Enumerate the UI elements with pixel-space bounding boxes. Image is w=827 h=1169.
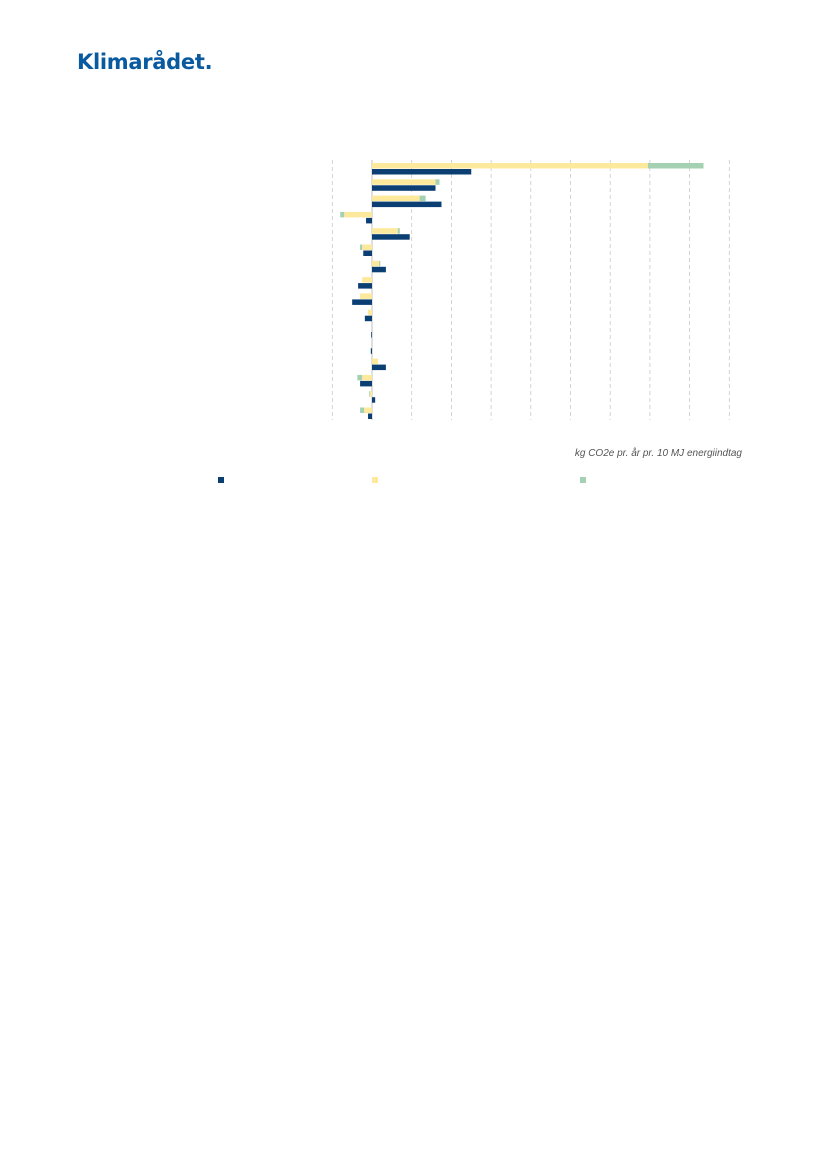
bar-yellow [362,374,372,381]
bar-yellow [360,293,372,299]
bar-green [397,228,400,234]
bar-green [340,211,345,218]
bar-navy [370,348,372,354]
legend-swatch-yellow [372,477,378,483]
bar-yellow [372,163,648,169]
bar-navy [363,250,372,256]
legend-swatch-navy [218,477,224,483]
bar-yellow [372,358,378,365]
bar-navy [371,332,373,338]
klimaradet-logo: Klimarådet. [77,50,213,74]
bar-green [379,260,381,267]
bar-yellow [370,391,372,397]
bar-navy [358,283,372,289]
bar-yellow [372,260,380,267]
bar-green [369,391,371,397]
bar-green [419,195,426,202]
bar-green [435,179,440,185]
bar-navy [372,397,376,403]
bar-green [357,374,363,381]
bar-navy [372,185,436,191]
bar-yellow [368,309,372,316]
bar-navy [360,380,372,387]
bar-navy [372,201,442,208]
bar-yellow [362,277,372,283]
bar-yellow [372,195,420,202]
bar-navy [372,234,410,240]
bar-navy [364,315,372,322]
bar-navy [372,169,472,175]
bar-navy [372,266,386,273]
bar-navy [366,217,372,224]
bar-navy [352,299,372,305]
bar-yellow [372,179,436,185]
bar-yellow [372,228,398,234]
bar-yellow [364,407,372,413]
x-axis-label: kg CO2e pr. år pr. 10 MJ energiindtag [574,448,742,459]
bar-navy [368,413,372,419]
stacked-bar-chart [331,160,730,420]
bar-yellow [362,244,372,250]
bar-navy [372,364,386,371]
bar-green [360,244,363,250]
bar-green [360,407,365,413]
legend-swatch-green [580,477,586,483]
bar-yellow [344,211,372,218]
bar-green [647,163,704,169]
